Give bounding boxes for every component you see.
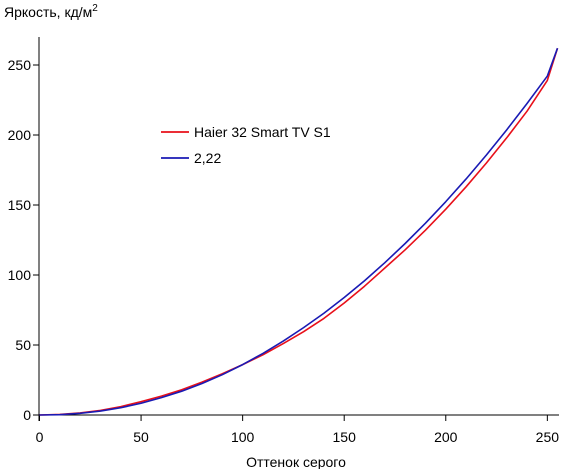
x-tick-label: 150 (333, 429, 357, 445)
y-tick-label: 200 (8, 127, 32, 143)
y-tick-label: 100 (8, 267, 32, 283)
x-tick-label: 200 (434, 429, 458, 445)
legend-label-1: Haier 32 Smart TV S1 (194, 124, 331, 140)
y-axis-title-superscript: 2 (92, 3, 98, 14)
x-axis-title: Оттенок серого (246, 454, 346, 469)
series-line-1 (39, 47, 559, 416)
ticks: 0 50 100 150 200 250 0 50 100 150 200 250 (8, 57, 560, 445)
series-group (39, 47, 559, 416)
x-tick-label: 0 (36, 429, 44, 445)
y-axis-title: Яркость, кд/м2 (4, 3, 98, 20)
legend: Haier 32 Smart TV S1 2,22 (161, 124, 331, 166)
y-tick-label: 250 (8, 57, 32, 73)
legend-label-2: 2,22 (194, 150, 221, 166)
y-tick-label: 50 (15, 337, 31, 353)
y-tick-label: 0 (23, 407, 31, 423)
x-tick-label: 100 (231, 429, 255, 445)
x-tick-label: 50 (133, 429, 149, 445)
x-tick-label: 250 (536, 429, 560, 445)
axes (38, 37, 559, 421)
series-line-2 (39, 47, 559, 416)
y-tick-label: 150 (8, 197, 32, 213)
